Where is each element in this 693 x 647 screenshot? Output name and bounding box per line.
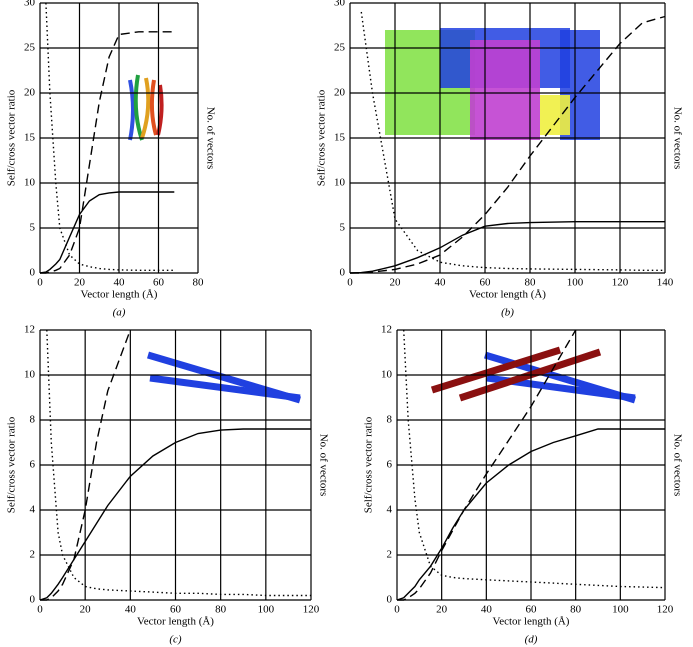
y-axis-label: Self/cross vector ratio [6, 89, 18, 186]
y-tick-label: 10 [24, 177, 36, 189]
x-axis-label: Vector length (Å) [493, 616, 570, 628]
x-tick-label: 140 [657, 277, 674, 289]
x-tick-label: 40 [125, 604, 137, 616]
y-tick-label: 12 [381, 324, 392, 336]
protein-b [385, 28, 600, 140]
y-tick-label: 5 [340, 222, 346, 234]
y2-axis-label: No. of vectors [671, 107, 683, 170]
y-tick-label: 15 [334, 132, 346, 144]
x-tick-label: 0 [37, 604, 43, 616]
x-tick-label: 40 [481, 604, 493, 616]
x-tick-label: 80 [570, 604, 582, 616]
y-tick-label: 10 [24, 369, 36, 381]
y-tick-label: 4 [30, 504, 36, 516]
y-tick-label: 15 [24, 132, 36, 144]
y-tick-label: 0 [30, 267, 36, 279]
x-tick-label: 60 [153, 277, 165, 289]
x-tick-label: 100 [567, 277, 584, 289]
y2-axis-label: No. of vectors [671, 434, 683, 497]
x-tick-label: 80 [215, 604, 227, 616]
y-tick-label: 0 [30, 594, 36, 606]
y-tick-label: 4 [387, 504, 393, 516]
y-tick-label: 10 [381, 369, 393, 381]
protein-c [147, 351, 301, 404]
y-tick-label: 6 [387, 459, 393, 471]
y-tick-label: 20 [334, 87, 346, 99]
y-tick-label: 25 [334, 42, 346, 54]
x-axis-label: Vector length (Å) [81, 289, 158, 301]
x-tick-label: 100 [612, 604, 629, 616]
data-line [349, 221, 665, 274]
y2-axis-label: No. of vectors [317, 434, 329, 497]
x-tick-label: 80 [525, 277, 537, 289]
y-axis-label: Self/cross vector ratio [363, 416, 375, 513]
y-tick-label: 20 [24, 87, 36, 99]
x-tick-label: 80 [193, 277, 205, 289]
data-line [40, 31, 175, 274]
x-tick-label: 60 [480, 277, 492, 289]
y-tick-label: 0 [340, 267, 346, 279]
x-tick-label: 40 [114, 277, 126, 289]
x-tick-label: 60 [170, 604, 182, 616]
x-tick-label: 60 [526, 604, 538, 616]
caption: (b) [501, 307, 514, 319]
x-tick-label: 40 [435, 277, 447, 289]
x-tick-label: 0 [37, 277, 43, 289]
protein-a [128, 74, 164, 141]
y-tick-label: 2 [387, 549, 393, 561]
y-tick-label: 2 [30, 549, 36, 561]
data-line [39, 428, 311, 601]
x-tick-label: 20 [74, 277, 86, 289]
y-tick-label: 8 [387, 414, 393, 426]
y-tick-label: 30 [334, 0, 346, 9]
y-axis-label: Self/cross vector ratio [6, 416, 18, 513]
data-line [40, 329, 131, 601]
y-tick-label: 12 [24, 324, 35, 336]
x-tick-label: 120 [303, 604, 320, 616]
y-axis-label: Self/cross vector ratio [316, 89, 328, 186]
data-line [46, 329, 311, 597]
x-tick-label: 20 [390, 277, 402, 289]
y-tick-label: 30 [24, 0, 36, 9]
x-tick-label: 20 [436, 604, 448, 616]
x-tick-label: 100 [258, 604, 275, 616]
y-tick-label: 8 [30, 414, 36, 426]
caption: (d) [525, 634, 538, 646]
x-tick-label: 120 [612, 277, 629, 289]
y-tick-label: 25 [24, 42, 36, 54]
caption: (c) [169, 634, 182, 646]
x-tick-label: 120 [657, 604, 674, 616]
data-line [45, 2, 175, 271]
x-axis-label: Vector length (Å) [137, 616, 214, 628]
y-tick-label: 0 [387, 594, 393, 606]
x-tick-label: 0 [394, 604, 400, 616]
y2-axis-label: No. of vectors [204, 107, 216, 170]
data-line [39, 191, 175, 274]
x-tick-label: 0 [347, 277, 353, 289]
caption: (a) [113, 307, 126, 319]
y-tick-label: 6 [30, 459, 36, 471]
x-axis-label: Vector length (Å) [469, 289, 546, 301]
y-tick-label: 10 [334, 177, 346, 189]
y-tick-label: 5 [30, 222, 36, 234]
x-tick-label: 20 [80, 604, 92, 616]
